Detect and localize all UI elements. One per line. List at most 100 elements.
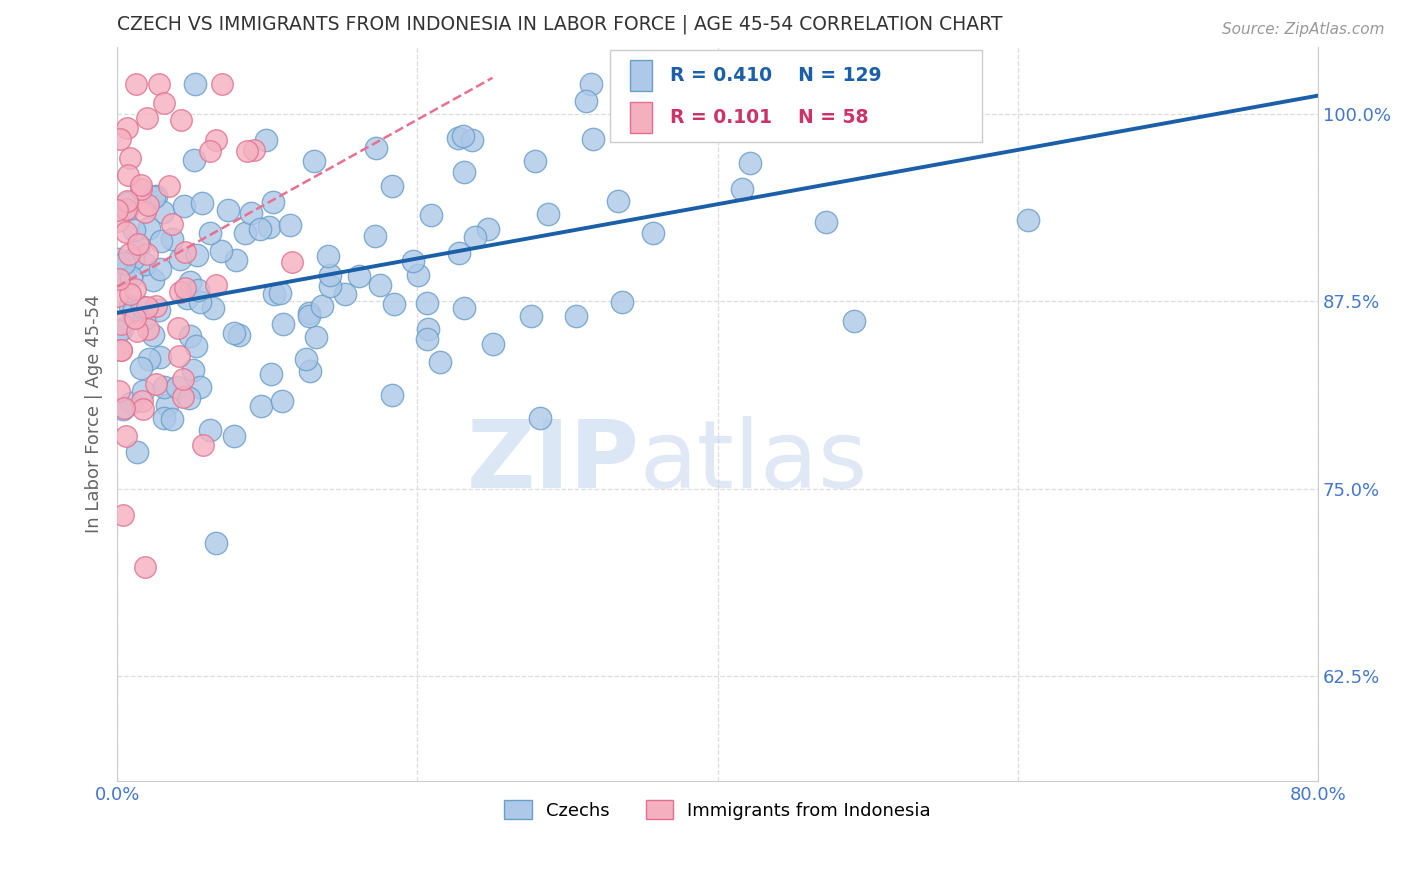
Point	[641, 226, 664, 240]
Point	[111, 508, 134, 522]
Point	[107, 324, 129, 338]
Point	[184, 339, 207, 353]
Point	[302, 154, 325, 169]
Point	[243, 144, 266, 158]
Point	[112, 401, 135, 415]
Point	[160, 232, 183, 246]
Point	[129, 178, 152, 193]
Point	[364, 141, 387, 155]
Point	[298, 309, 321, 323]
Point	[166, 380, 188, 394]
Point	[224, 326, 246, 341]
Point	[134, 560, 156, 574]
Point	[319, 268, 342, 282]
Point	[664, 122, 686, 136]
Point	[153, 380, 176, 394]
Point	[152, 205, 174, 219]
Point	[364, 228, 387, 243]
Point	[110, 321, 132, 335]
Point	[124, 311, 146, 326]
Point	[107, 252, 129, 267]
Point	[114, 271, 136, 285]
Point	[381, 387, 404, 401]
Point	[127, 236, 149, 251]
Point	[191, 438, 214, 452]
Legend: Czechs, Immigrants from Indonesia: Czechs, Immigrants from Indonesia	[498, 793, 938, 827]
Point	[273, 318, 295, 332]
Point	[184, 77, 207, 91]
Point	[145, 376, 167, 391]
Text: atlas: atlas	[640, 416, 868, 508]
Point	[176, 291, 198, 305]
Point	[127, 324, 149, 338]
Y-axis label: In Labor Force | Age 45-54: In Labor Force | Age 45-54	[86, 294, 103, 533]
Point	[143, 190, 166, 204]
Point	[156, 399, 179, 413]
Point	[481, 336, 503, 351]
Point	[453, 301, 475, 315]
Point	[108, 384, 131, 399]
Point	[188, 295, 211, 310]
Point	[429, 354, 451, 368]
Point	[183, 153, 205, 168]
Point	[209, 244, 232, 259]
Point	[167, 349, 190, 363]
Point	[149, 351, 172, 365]
Point	[537, 207, 560, 221]
Point	[138, 221, 160, 235]
FancyBboxPatch shape	[630, 102, 652, 133]
Point	[579, 77, 602, 91]
Point	[582, 132, 605, 146]
Point	[138, 322, 160, 336]
Point	[107, 202, 129, 217]
Point	[162, 217, 184, 231]
Point	[349, 268, 371, 283]
Point	[477, 222, 499, 236]
Point	[295, 352, 318, 367]
Point	[173, 199, 195, 213]
Point	[107, 214, 129, 228]
Point	[381, 179, 404, 194]
Point	[149, 262, 172, 277]
Point	[402, 253, 425, 268]
Point	[142, 273, 165, 287]
Point	[120, 270, 142, 285]
Point	[406, 268, 429, 283]
Point	[117, 194, 139, 208]
Point	[157, 178, 180, 193]
Point	[814, 215, 837, 229]
Point	[186, 248, 208, 262]
Point	[529, 411, 551, 425]
Point	[250, 399, 273, 413]
Point	[610, 295, 633, 310]
Point	[120, 287, 142, 301]
Point	[114, 225, 136, 239]
Point	[240, 205, 263, 219]
Point	[202, 301, 225, 316]
Point	[111, 402, 134, 417]
Point	[135, 111, 157, 125]
Point	[118, 299, 141, 313]
Point	[256, 133, 278, 147]
Point	[132, 384, 155, 398]
Point	[842, 313, 865, 327]
Point	[198, 226, 221, 240]
Point	[134, 205, 156, 219]
Point	[120, 151, 142, 165]
Point	[134, 257, 156, 271]
Point	[205, 133, 228, 147]
Text: ZIP: ZIP	[467, 416, 640, 508]
Point	[177, 391, 200, 405]
Point	[115, 120, 138, 135]
Point	[179, 328, 201, 343]
Point	[1017, 212, 1039, 227]
Point	[152, 411, 174, 425]
Point	[416, 322, 439, 336]
Point	[179, 276, 201, 290]
Point	[520, 309, 543, 323]
Point	[125, 77, 148, 91]
Point	[145, 189, 167, 203]
Point	[128, 238, 150, 252]
Point	[204, 536, 226, 550]
Point	[122, 252, 145, 267]
